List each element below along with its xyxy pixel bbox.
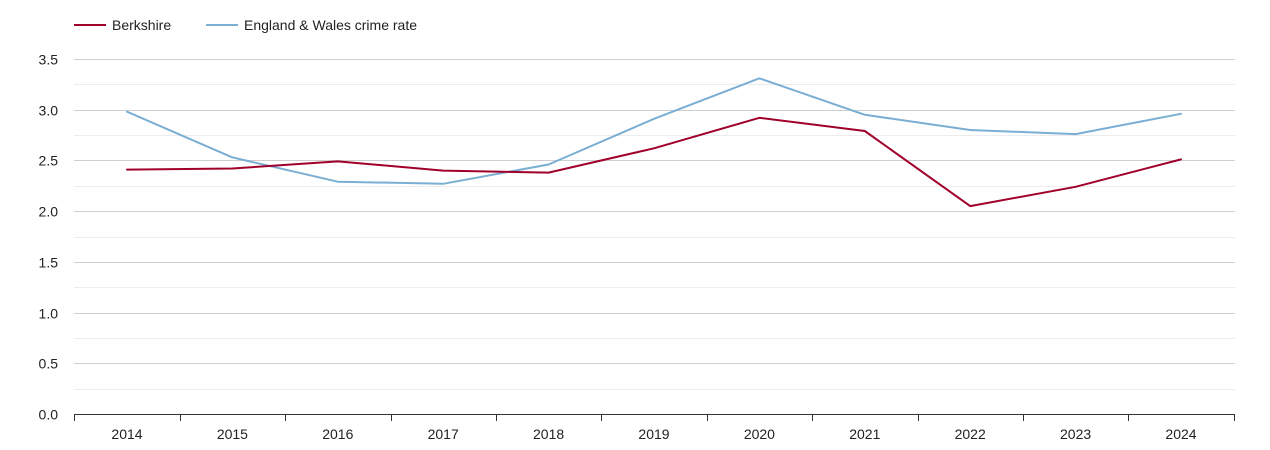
y-tick-label: 1.5 — [39, 255, 59, 271]
legend-item-england-wales[interactable]: England & Wales crime rate — [206, 17, 417, 33]
y-tick-label: 3.5 — [39, 52, 59, 68]
x-tick-label: 2021 — [849, 426, 880, 442]
x-tick-label: 2015 — [217, 426, 248, 442]
legend-label-england-wales: England & Wales crime rate — [244, 17, 417, 33]
legend-item-berkshire[interactable]: Berkshire — [74, 17, 171, 33]
x-tick-label: 2017 — [428, 426, 459, 442]
y-tick-label: 2.0 — [39, 204, 59, 220]
y-tick-label: 0.5 — [39, 356, 59, 372]
legend-label-berkshire: Berkshire — [112, 17, 171, 33]
x-tick-label: 2023 — [1060, 426, 1091, 442]
x-tick-label: 2022 — [955, 426, 986, 442]
y-tick-label: 3.0 — [39, 103, 59, 119]
y-tick-label: 2.5 — [39, 153, 59, 169]
x-tick-label: 2024 — [1165, 426, 1196, 442]
x-tick-label: 2016 — [322, 426, 353, 442]
y-tick-label: 1.0 — [39, 306, 59, 322]
legend: Berkshire England & Wales crime rate — [74, 17, 417, 33]
series-line-england-wales — [126, 77, 1182, 185]
x-tick-label: 2019 — [638, 426, 669, 442]
x-tick-label: 2014 — [111, 426, 142, 442]
series-line-berkshire — [126, 116, 1182, 208]
series-lines — [126, 77, 1182, 208]
grid-lines — [74, 59, 1235, 390]
x-tick-label: 2018 — [533, 426, 564, 442]
axes: 0.0 0.5 1.0 1.5 2.0 2.5 3.0 3.5 2014 2015 2016 2017… — [39, 52, 1235, 442]
x-tick-label: 2020 — [744, 426, 775, 442]
y-tick-label: 0.0 — [39, 407, 59, 423]
